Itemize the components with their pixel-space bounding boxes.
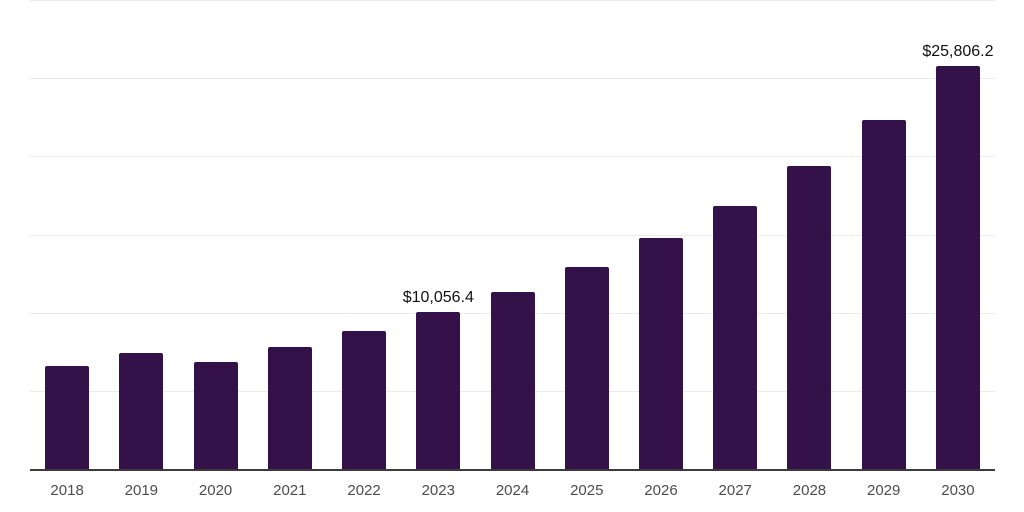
bar-2025[interactable]: [564, 267, 609, 470]
bar-2019[interactable]: [119, 353, 164, 470]
bars: $10,056.4 $25,806.2: [30, 0, 995, 470]
bar-slot: [30, 0, 104, 470]
gridline: [30, 156, 995, 158]
bar-2027[interactable]: [713, 205, 758, 470]
bar-2026[interactable]: [638, 238, 683, 470]
bar-slot: [698, 0, 772, 470]
gridline: [30, 77, 995, 79]
x-axis-label: 2021: [273, 482, 307, 499]
x-axis-label: 2025: [570, 482, 604, 499]
bar-slot: $25,806.2: [921, 0, 995, 470]
bar-value-label: $10,056.4: [402, 289, 474, 307]
x-axis-label: 2019: [124, 482, 159, 499]
x-axis-label: 2028: [792, 482, 827, 499]
bar-slot: [253, 0, 327, 470]
bar-slot: [772, 0, 846, 470]
bar-slot: [327, 0, 401, 470]
bar-2024[interactable]: [490, 291, 535, 470]
x-axis-label: 2030: [941, 482, 975, 499]
bar-slot: [475, 0, 549, 470]
x-axis-label: 2022: [347, 482, 381, 499]
bar-value-label: $25,806.2: [922, 42, 994, 60]
x-axis-labels: 2018 2019 2020 2021 2022 2023 2024 2025 2026 2027…: [30, 481, 995, 500]
bar-2028[interactable]: [787, 166, 832, 470]
x-axis-label: 2026: [644, 482, 678, 499]
bar-2030[interactable]: [935, 65, 980, 470]
x-axis-label: 2029: [867, 482, 901, 499]
plot-area: $10,056.4 $25,806.2: [30, 0, 995, 470]
x-axis-label: 2020: [198, 482, 233, 499]
bar-slot: [104, 0, 178, 470]
bar-2021[interactable]: [267, 347, 312, 470]
bar-slot: $10,056.4: [401, 0, 475, 470]
bar-slot: [847, 0, 921, 470]
bar-2018[interactable]: [45, 365, 90, 470]
bar-2022[interactable]: [342, 331, 387, 470]
bar-2020[interactable]: [193, 361, 238, 470]
bar-slot: [624, 0, 698, 470]
x-axis-label: 2027: [718, 482, 752, 499]
bar-2029[interactable]: [861, 120, 906, 470]
x-axis-label: 2024: [495, 482, 530, 499]
bar-2023[interactable]: [416, 312, 461, 470]
gridline: [30, 0, 995, 1]
gridline: [30, 234, 995, 236]
bar-slot: [550, 0, 624, 470]
x-axis-label: 2023: [421, 482, 455, 499]
x-axis-label: 2018: [50, 482, 84, 499]
bar-slot: [178, 0, 252, 470]
x-axis-line: [30, 469, 995, 471]
